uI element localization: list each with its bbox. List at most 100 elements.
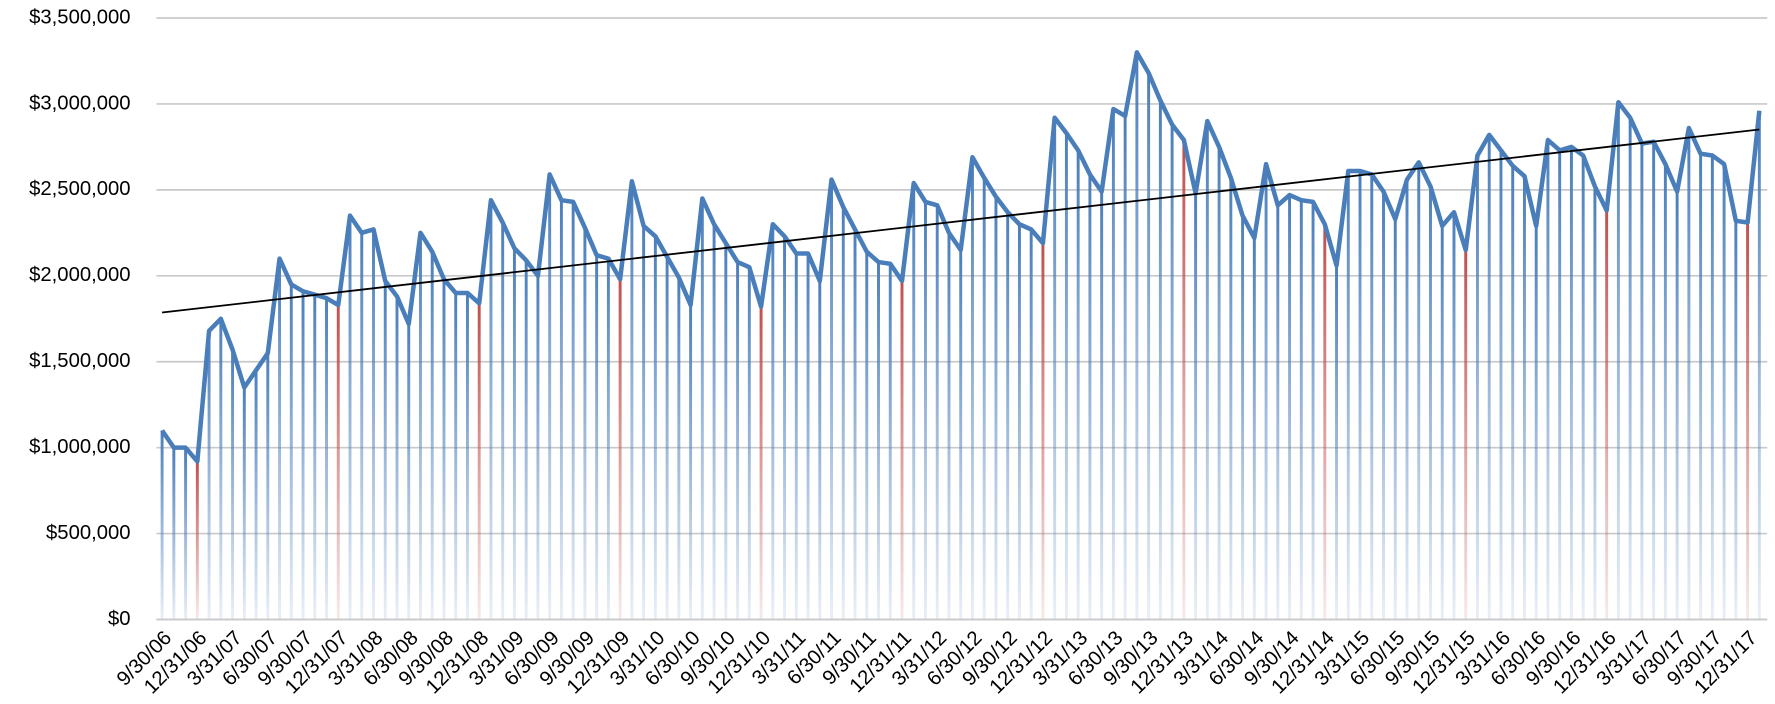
- drop-line: [1205, 121, 1209, 620]
- drop-line: [1182, 140, 1186, 620]
- drop-line: [653, 236, 657, 620]
- drop-line: [1276, 205, 1280, 620]
- drop-line: [982, 177, 986, 620]
- drop-line: [1487, 134, 1491, 620]
- drop-line: [313, 294, 317, 620]
- drop-line: [1323, 224, 1327, 620]
- drop-line: [419, 232, 422, 620]
- drop-line: [618, 279, 622, 620]
- drop-line: [360, 232, 364, 620]
- drop-line: [559, 200, 563, 620]
- drop-line: [1652, 141, 1656, 620]
- drop-line: [818, 280, 822, 620]
- drop-line: [994, 196, 998, 620]
- drop-line: [1229, 177, 1233, 620]
- drop-line: [1569, 146, 1573, 620]
- drop-line: [524, 260, 528, 620]
- drop-line: [783, 236, 787, 620]
- drop-line: [430, 251, 434, 620]
- drop-line: [1499, 150, 1503, 620]
- drop-line: [724, 243, 728, 620]
- drop-line: [877, 262, 880, 620]
- drop-line: [1135, 52, 1139, 620]
- drop-line: [442, 279, 446, 620]
- series-line: [160, 50, 1762, 464]
- drop-line: [1710, 155, 1714, 620]
- drop-line: [231, 349, 235, 620]
- drop-line: [888, 263, 892, 620]
- drop-line: [395, 296, 399, 620]
- drop-line: [1006, 212, 1010, 620]
- drop-line: [1311, 201, 1315, 620]
- y-tick-label: $1,500,000: [29, 350, 130, 372]
- drop-line: [970, 157, 974, 620]
- drop-line: [1440, 225, 1444, 620]
- y-tick-label: $3,000,000: [29, 92, 130, 114]
- drop-line: [771, 224, 775, 620]
- y-tick-label: $2,000,000: [29, 264, 130, 286]
- y-tick-label: $500,000: [46, 522, 131, 544]
- drop-line: [1252, 237, 1256, 620]
- drop-line: [1417, 162, 1421, 620]
- drop-line: [595, 255, 599, 620]
- y-tick-label: $1,000,000: [29, 436, 130, 458]
- drop-line: [512, 248, 516, 620]
- drop-line: [700, 198, 704, 620]
- drop-line: [1053, 117, 1057, 620]
- drop-line: [841, 207, 845, 620]
- drop-line: [1534, 225, 1538, 620]
- drop-line: [642, 225, 646, 620]
- drop-line: [606, 258, 610, 620]
- drop-line: [1511, 165, 1515, 620]
- drop-line: [1088, 174, 1092, 620]
- drop-line: [172, 447, 176, 620]
- drop-line: [160, 430, 164, 620]
- drop-line: [1452, 212, 1456, 620]
- drop-line: [383, 280, 387, 620]
- drop-line: [266, 353, 270, 620]
- drop-line: [348, 215, 352, 620]
- drop-line: [1405, 179, 1409, 620]
- drop-line: [1111, 109, 1115, 620]
- drop-line: [454, 292, 458, 620]
- drop-line: [912, 183, 916, 620]
- drop-line: [1476, 155, 1479, 620]
- drop-line: [1335, 265, 1339, 620]
- drop-line: [677, 277, 681, 620]
- drop-line: [1699, 153, 1703, 620]
- drop-line: [1264, 164, 1268, 620]
- drop-line: [325, 298, 328, 620]
- drop-line: [1393, 219, 1397, 620]
- drop-line: [1346, 170, 1350, 620]
- drop-line: [1017, 224, 1021, 620]
- drop-line: [184, 447, 188, 620]
- drop-line: [630, 181, 634, 620]
- drop-line: [195, 461, 199, 620]
- drop-line: [1029, 229, 1033, 620]
- drop-line: [501, 222, 505, 620]
- y-tick-label: $2,500,000: [29, 178, 130, 200]
- drop-line: [1358, 170, 1362, 620]
- drop-line: [924, 201, 927, 620]
- trend-line: [161, 128, 1760, 314]
- drop-line: [1064, 133, 1068, 620]
- drop-line: [1593, 186, 1597, 620]
- drop-line: [1041, 243, 1045, 620]
- drop-line: [489, 200, 493, 620]
- drop-line: [254, 370, 258, 620]
- drop-line: [1076, 150, 1080, 620]
- drop-line: [278, 258, 282, 620]
- drop-line: [865, 251, 869, 620]
- drop-line: [465, 292, 469, 620]
- drop-line: [289, 284, 293, 620]
- drop-line: [665, 256, 669, 620]
- drop-line: [1746, 222, 1750, 620]
- drop-line: [689, 305, 693, 620]
- drop-line: [1605, 210, 1609, 620]
- drop-line: [1100, 191, 1104, 620]
- drop-line: [1123, 115, 1127, 620]
- drop-line: [477, 303, 481, 620]
- drop-line: [1170, 124, 1174, 620]
- drop-line: [900, 280, 904, 620]
